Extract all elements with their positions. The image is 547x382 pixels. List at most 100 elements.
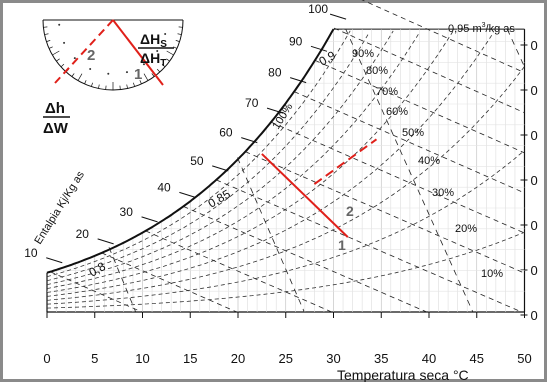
protractor-tick <box>52 50 60 56</box>
rh-label-70%: 70% <box>376 86 398 98</box>
enthalpy-tick-label-30: 30 <box>120 205 134 219</box>
rh-label-30%: 30% <box>432 187 454 199</box>
rh-label-10%: 10% <box>481 268 503 280</box>
rh-label-50%: 50% <box>402 127 424 139</box>
protractor-scale-dot <box>73 57 76 60</box>
x-tick-label-15: 15 <box>183 351 197 366</box>
enthalpy-tick-label-20: 20 <box>76 227 90 241</box>
protractor-arc <box>42 19 184 91</box>
protractor-inset: ΔHS ΔHT Δh ΔW 2 1 <box>42 19 184 137</box>
volume-label: 0,95 m3/kg as <box>448 22 515 35</box>
protractor-tick <box>77 73 83 81</box>
protractor-tick <box>156 68 161 73</box>
protractor-tick <box>56 58 60 62</box>
x-tick-label-45: 45 <box>470 351 484 366</box>
protractor-tick <box>177 33 182 35</box>
enthalpy-tick-label-100: 100 <box>308 2 328 16</box>
protractor-scale-dot <box>58 23 61 26</box>
enthalpy-tick-10 <box>46 257 63 264</box>
enthalpy-line-110 <box>361 0 525 74</box>
volume-line-0.9 <box>345 28 474 313</box>
enthalpy-tick-40 <box>179 191 196 198</box>
protractor-tick <box>71 73 75 77</box>
protractor-scale-dot <box>107 72 110 75</box>
x-tick-label-10: 10 <box>135 351 149 366</box>
protractor-tick <box>143 73 149 81</box>
rh-curve-20% <box>46 150 525 305</box>
rh-curve-40% <box>46 32 494 297</box>
enthalpy-tick-70 <box>266 107 284 114</box>
protractor-scale-dot <box>125 71 128 74</box>
rh-curve-90% <box>46 30 351 278</box>
enthalpy-line-70 <box>270 121 525 234</box>
enthalpy-tick-label-10: 10 <box>24 246 38 260</box>
rh-curve-80% <box>46 32 370 281</box>
right-tick-label: 0 <box>531 218 538 233</box>
process-lines-group: 12 <box>261 138 378 253</box>
protractor-tick <box>175 40 180 42</box>
protractor-tick <box>48 46 53 49</box>
enthalpy-tick-label-40: 40 <box>157 180 171 194</box>
x-tick-label-20: 20 <box>231 351 245 366</box>
protractor-scale-dot <box>63 41 66 44</box>
saturation-curve-100 <box>46 28 335 274</box>
protractor-line-1-label: 1 <box>134 66 142 83</box>
x-tick-label-25: 25 <box>279 351 293 366</box>
protractor-line-2-label: 2 <box>87 47 95 64</box>
specific-volume-lines-group <box>108 28 525 313</box>
rh-curve-10% <box>46 231 525 309</box>
process-label-2: 2 <box>346 203 354 219</box>
right-tick-label: 0 <box>531 173 538 188</box>
rh-label-100%: 100% <box>270 101 295 131</box>
rh-label-40%: 40% <box>418 155 440 167</box>
enthalpy-line-60 <box>245 151 525 274</box>
protractor-line-2 <box>54 19 114 84</box>
enthalpy-line-30 <box>145 230 332 313</box>
enthalpy-tick-label-50: 50 <box>190 154 204 168</box>
enthalpy-tick-label-70: 70 <box>245 96 259 110</box>
chart-labels-group: 0 5 10 15 20 25 30 35 40 45 50 0 0 0 0 0 0 0 10 20 30 40 50 60 7… <box>24 2 538 366</box>
protractor-tick <box>46 40 51 42</box>
process-line-2 <box>313 138 378 185</box>
protractor-tick <box>151 73 155 77</box>
x-tick-label-50: 50 <box>517 351 531 366</box>
enthalpy-tick-label-90: 90 <box>289 34 303 48</box>
enthalpy-line-100 <box>333 27 525 114</box>
enthalpy-line-20 <box>101 252 238 313</box>
protractor-line-1 <box>112 19 164 86</box>
dh-label: Δh <box>45 100 65 117</box>
process-label-1: 1 <box>338 237 346 253</box>
enthalpy-tick-label-60: 60 <box>219 126 233 140</box>
protractor-tick <box>98 84 100 89</box>
protractor-scale-dot <box>156 49 159 52</box>
x-tick-label-35: 35 <box>374 351 388 366</box>
protractor-tick <box>139 80 142 85</box>
ratio-denominator: ΔHT <box>140 50 166 69</box>
protractor-tick <box>166 50 174 56</box>
right-tick-label: 0 <box>531 38 538 53</box>
enthalpy-line-50 <box>216 179 522 313</box>
right-tick-label: 0 <box>531 83 538 98</box>
x-tick-label-5: 5 <box>91 351 98 366</box>
right-tick-label: 0 <box>531 308 538 323</box>
rh-curve-70% <box>46 30 394 285</box>
enthalpy-tick-100 <box>329 13 347 20</box>
rh-label-90%: 90% <box>352 48 374 60</box>
protractor-scale-dot <box>142 63 145 66</box>
protractor-tick <box>91 82 93 87</box>
protractor-tick <box>84 80 87 85</box>
protractor-tick <box>133 82 135 87</box>
enthalpy-tick-30 <box>141 216 158 223</box>
rh-label-60%: 60% <box>386 106 408 118</box>
rh-curve-60% <box>46 32 420 289</box>
enthalpy-line-90 <box>314 59 525 154</box>
rh-curve-50% <box>46 31 454 293</box>
volume-line-0.95 <box>506 28 525 68</box>
volume-label-0.8: 0,8 <box>87 259 109 280</box>
rh-label-20%: 20% <box>455 223 477 235</box>
ratio-numerator: ΔHS <box>140 31 167 50</box>
rh-label-80%: 80% <box>366 65 388 77</box>
right-tick-label: 0 <box>531 128 538 143</box>
protractor-tick <box>166 58 170 62</box>
